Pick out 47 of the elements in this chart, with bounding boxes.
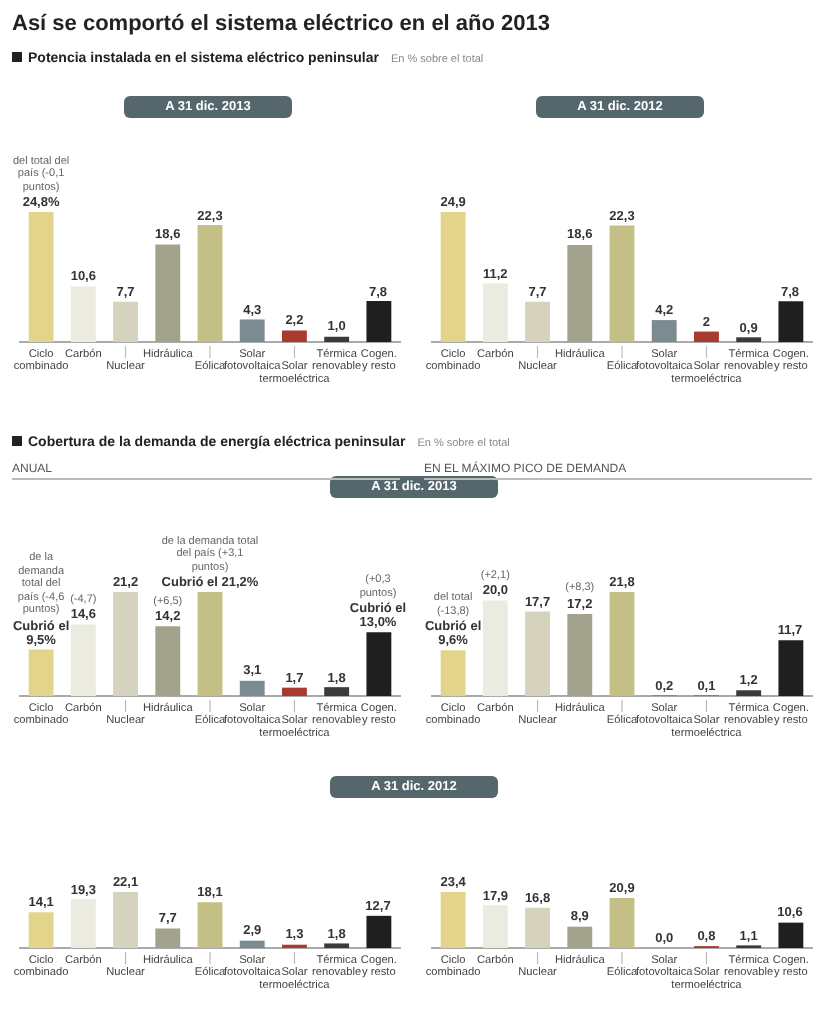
bar bbox=[197, 592, 223, 696]
bar bbox=[482, 905, 508, 948]
bar bbox=[70, 624, 96, 696]
bar bbox=[28, 212, 54, 342]
bar bbox=[282, 687, 307, 696]
bar bbox=[567, 926, 593, 948]
bar bbox=[366, 632, 392, 696]
bar bbox=[525, 301, 550, 342]
bar bbox=[324, 336, 350, 342]
bar bbox=[609, 592, 635, 696]
bar bbox=[567, 613, 593, 696]
bar bbox=[609, 897, 635, 948]
bar bbox=[525, 907, 550, 948]
bar bbox=[28, 912, 54, 948]
bar bbox=[440, 892, 466, 948]
bar bbox=[155, 244, 181, 342]
bar bbox=[778, 922, 804, 948]
bar bbox=[70, 286, 96, 342]
bar bbox=[778, 640, 804, 696]
bar bbox=[366, 915, 392, 948]
text: Así se comportó el sistema eléctrico en el año 2013 bbox=[12, 12, 551, 36]
bar bbox=[28, 649, 54, 696]
bar bbox=[113, 592, 138, 696]
bar bbox=[239, 319, 265, 342]
bar bbox=[736, 690, 762, 696]
bar bbox=[155, 626, 181, 696]
bar bbox=[155, 928, 181, 948]
bar bbox=[197, 902, 223, 948]
bar bbox=[567, 244, 593, 342]
bar bbox=[609, 225, 635, 342]
bar bbox=[525, 611, 550, 696]
bar bbox=[324, 687, 350, 696]
bar bbox=[440, 212, 466, 342]
bar bbox=[197, 225, 223, 342]
bar bbox=[239, 940, 265, 948]
bar bbox=[651, 320, 677, 342]
bar bbox=[70, 899, 96, 948]
bar bbox=[239, 680, 265, 696]
bar bbox=[778, 301, 804, 342]
bar bbox=[113, 301, 138, 342]
bar bbox=[694, 331, 719, 342]
bar bbox=[482, 600, 508, 696]
bar bbox=[482, 283, 508, 342]
bar bbox=[282, 330, 307, 342]
bar bbox=[440, 650, 466, 696]
bar bbox=[366, 301, 392, 342]
bar bbox=[113, 892, 138, 948]
